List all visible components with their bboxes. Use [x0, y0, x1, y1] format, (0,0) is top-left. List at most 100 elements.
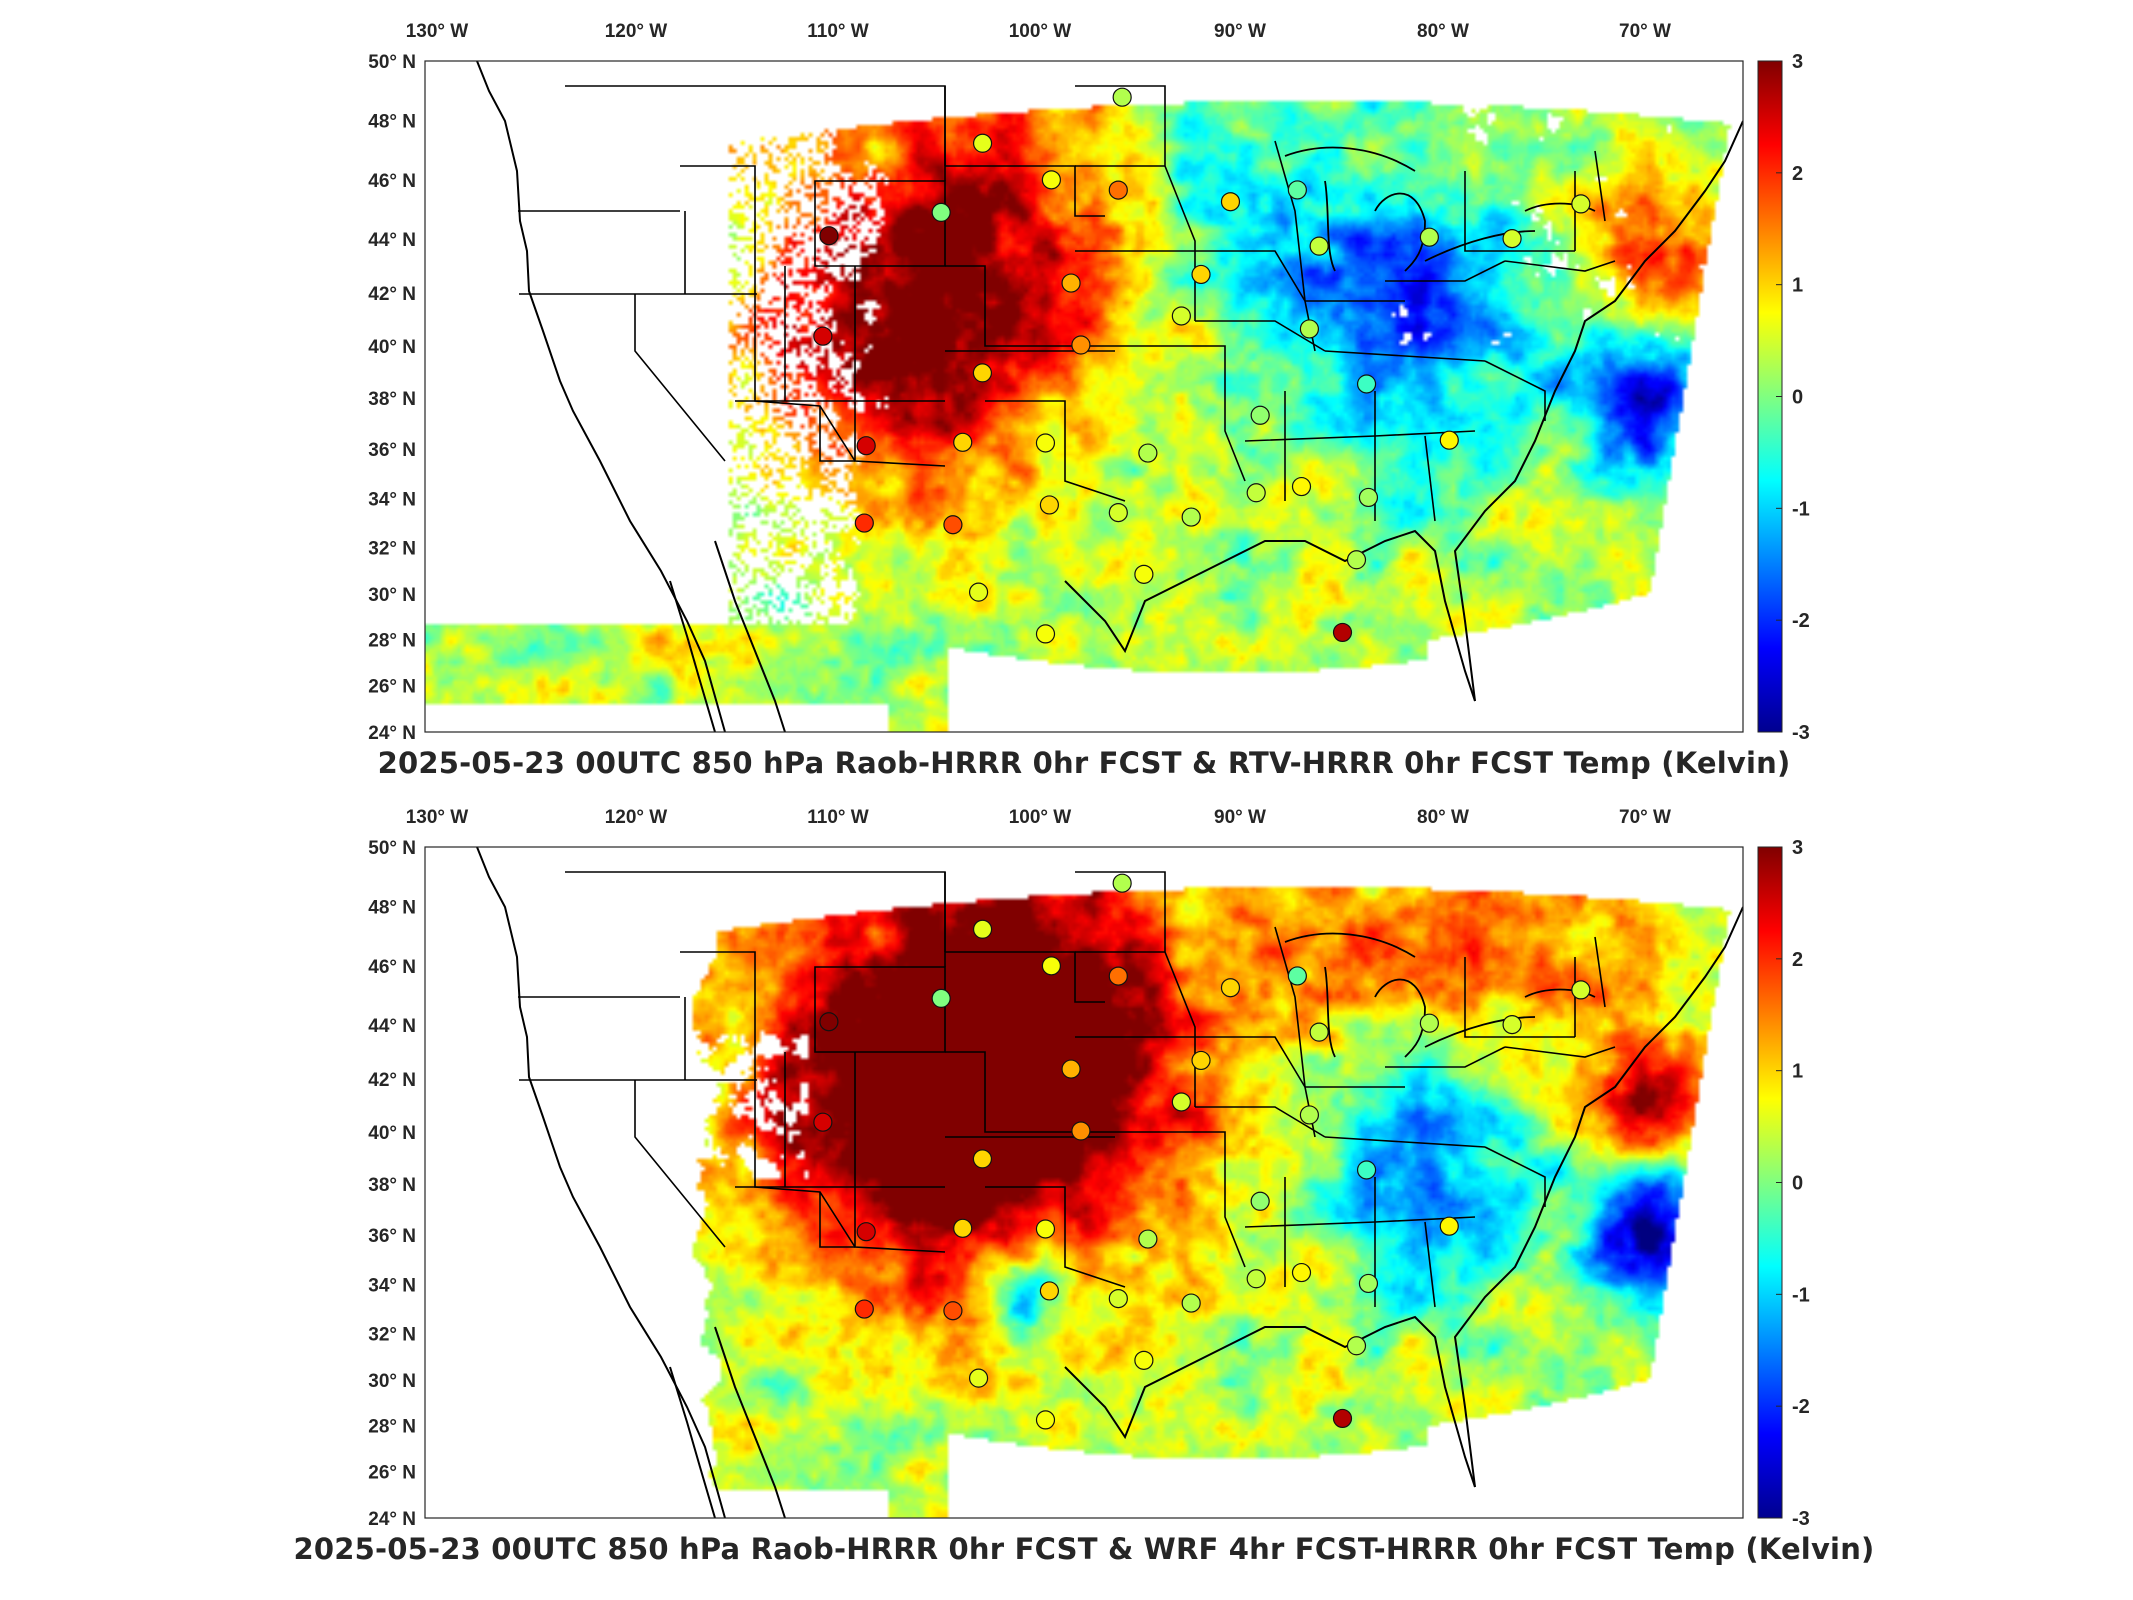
- temperature-difference-field-top: [425, 61, 1743, 732]
- lat-labels-top: 50° N 48° N 46° N 44° N 42° N 40° N 38° N 36° N…: [368, 52, 416, 744]
- lat-tick-label: 26° N: [368, 1463, 416, 1484]
- state-border: [1464, 957, 1575, 1038]
- lat-tick-label: 32° N: [368, 538, 416, 559]
- raob-station-marker: [1061, 273, 1081, 293]
- lat-tick-label: 28° N: [368, 1416, 416, 1437]
- state-border: [1484, 360, 1546, 421]
- state-border: [1195, 1036, 1306, 1088]
- state-border: [1504, 1046, 1616, 1058]
- raob-station-marker: [1332, 1408, 1353, 1429]
- raob-station-marker: [1134, 1350, 1154, 1370]
- lon-tick-label: 80° W: [1417, 807, 1469, 828]
- raob-station-marker: [1039, 495, 1059, 515]
- state-border: [945, 265, 1115, 347]
- raob-station-marker: [1356, 1160, 1377, 1180]
- raob-station-marker: [856, 1222, 876, 1242]
- lat-tick-label: 40° N: [368, 1123, 416, 1144]
- raob-station-marker: [819, 1012, 839, 1032]
- raob-station-marker: [1346, 1336, 1367, 1356]
- colorbar-tick-label: 0: [1792, 1173, 1803, 1195]
- colorbar-tick-label: 3: [1792, 837, 1803, 859]
- panel-top: 130° W 120° W 110° W 100° W 90° W 80° W 70° W …: [368, 21, 1810, 744]
- temperature-difference-field-bottom: [425, 847, 1743, 1518]
- lon-tick-label: 100° W: [1009, 21, 1072, 42]
- colorbar-tick-label: -3: [1792, 722, 1810, 744]
- raob-station-marker: [1220, 192, 1241, 212]
- lon-tick-label: 100° W: [1009, 807, 1072, 828]
- lat-tick-label: 30° N: [368, 1371, 416, 1392]
- lake-shore: [1284, 932, 1416, 958]
- raob-station-marker: [1138, 1229, 1158, 1249]
- lat-tick-label: 30° N: [368, 585, 416, 606]
- raob-station-marker: [972, 919, 993, 939]
- state-border: [944, 872, 1105, 1003]
- state-border: [1385, 1046, 1506, 1068]
- lon-labels-bottom: 130° W 120° W 110° W 100° W 90° W 80° W 70° W: [406, 807, 1671, 828]
- state-border: [680, 165, 756, 294]
- state-border: [1504, 260, 1616, 272]
- state-border: [1324, 350, 1486, 362]
- coastline: [1453, 906, 1743, 1488]
- lon-tick-label: 90° W: [1214, 807, 1266, 828]
- lat-tick-label: 38° N: [368, 1175, 416, 1196]
- coastline: [669, 580, 716, 732]
- raob-station-marker: [1250, 405, 1270, 425]
- raob-station-marker: [953, 1218, 973, 1238]
- lon-tick-label: 70° W: [1619, 807, 1671, 828]
- state-border: [1195, 320, 1326, 352]
- raob-station-marker: [1358, 1273, 1379, 1294]
- lat-tick-label: 24° N: [368, 723, 416, 744]
- raob-station-marker: [1309, 1022, 1329, 1042]
- lon-tick-label: 90° W: [1214, 21, 1266, 42]
- lat-tick-label: 36° N: [368, 440, 416, 461]
- raob-station-marker: [943, 515, 963, 535]
- lon-tick-label: 70° W: [1619, 21, 1671, 42]
- state-border: [1385, 260, 1506, 282]
- map-frame-bottom: [424, 846, 1744, 1519]
- state-border: [854, 266, 946, 467]
- raob-station-marker: [1112, 87, 1132, 107]
- colorbar-tick-label: 1: [1792, 275, 1803, 297]
- colorbar-tick-label: 0: [1792, 387, 1803, 409]
- panel-bottom: 130° W 120° W 110° W 100° W 90° W 80° W 70° W …: [368, 807, 1810, 1530]
- state-border: [735, 266, 945, 402]
- state-border: [754, 294, 856, 462]
- raob-station-marker: [856, 436, 876, 456]
- raob-station-marker: [1108, 502, 1128, 523]
- lake-shore: [1324, 966, 1336, 1058]
- state-border: [1324, 1136, 1486, 1148]
- raob-station-marker: [1035, 433, 1056, 453]
- lat-tick-label: 48° N: [368, 898, 416, 919]
- lon-tick-label: 110° W: [807, 21, 869, 42]
- state-border: [1195, 1106, 1326, 1138]
- colorbar-top: 3 2 1 0 -1 -2 -3: [1757, 51, 1810, 744]
- lon-tick-label: 120° W: [605, 807, 668, 828]
- lat-tick-label: 48° N: [368, 112, 416, 133]
- colorbar-tick-label: -1: [1792, 498, 1810, 520]
- raob-station-marker: [1134, 564, 1154, 584]
- colorbar-tick-label: 2: [1792, 949, 1803, 971]
- state-border: [985, 1186, 1126, 1288]
- state-border: [1464, 171, 1575, 252]
- state-border: [944, 86, 1105, 217]
- lon-tick-label: 80° W: [1417, 21, 1469, 42]
- state-border: [819, 1192, 855, 1248]
- coastline: [1064, 529, 1476, 702]
- state-border: [1424, 435, 1436, 522]
- colorbar-tick-label: -3: [1792, 1508, 1810, 1530]
- state-border: [1424, 1221, 1436, 1308]
- raob-station-marker: [943, 1301, 963, 1321]
- lake-shore: [1374, 978, 1426, 1058]
- coastline: [1453, 120, 1743, 702]
- raob-station-marker: [1061, 1059, 1081, 1079]
- lake-shore: [1424, 1016, 1536, 1048]
- panel-title-top: 2025-05-23 00UTC 850 hPa Raob-HRRR 0hr F…: [377, 746, 1791, 780]
- coastline: [714, 1326, 786, 1518]
- state-border: [1115, 1131, 1246, 1268]
- raob-station-marker: [1358, 487, 1379, 508]
- raob-stations-bottom: [813, 873, 1591, 1430]
- lat-labels-bottom: 50° N 48° N 46° N 44° N 42° N 40° N 38° N 36° N…: [368, 838, 416, 1530]
- lon-tick-label: 120° W: [605, 21, 668, 42]
- raob-station-marker: [1108, 180, 1128, 200]
- state-border: [945, 1051, 1115, 1133]
